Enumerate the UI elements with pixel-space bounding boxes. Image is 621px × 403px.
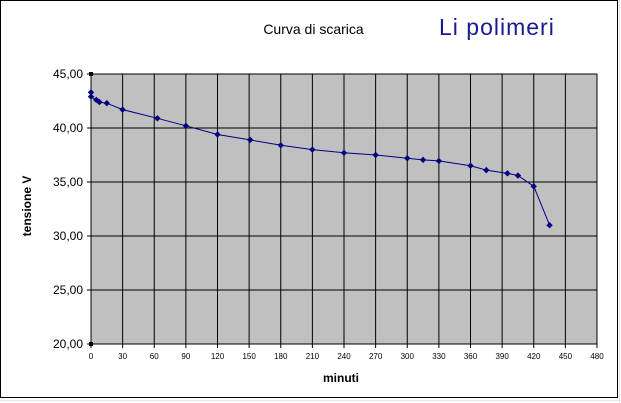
data-point xyxy=(435,157,443,165)
data-point xyxy=(309,146,316,153)
x-tick-label: 90 xyxy=(181,352,190,361)
selection-handle xyxy=(89,72,93,76)
x-tick-label: 240 xyxy=(337,352,351,361)
data-point xyxy=(119,106,126,113)
data-point xyxy=(87,89,95,96)
data-point xyxy=(246,136,254,144)
x-tick-label: 420 xyxy=(527,352,541,361)
x-tick-label: 390 xyxy=(495,352,509,361)
x-tick-label: 30 xyxy=(118,352,127,361)
y-tick-label: 30,00 xyxy=(53,229,83,243)
data-point xyxy=(93,96,100,104)
x-axis-label: minuti xyxy=(323,371,359,385)
y-tick-label: 20,00 xyxy=(53,337,83,351)
data-point xyxy=(530,183,537,190)
sheet-gridline xyxy=(0,400,621,401)
data-point xyxy=(546,222,553,229)
x-tick-label: 360 xyxy=(464,352,478,361)
selection-handle xyxy=(89,342,93,346)
data-point xyxy=(514,172,522,179)
x-tick-label: 480 xyxy=(590,352,604,361)
data-point xyxy=(372,151,379,159)
data-point xyxy=(404,155,411,162)
x-tick-label: 300 xyxy=(401,352,415,361)
x-tick-label: 210 xyxy=(306,352,320,361)
data-point xyxy=(214,131,221,138)
brand-title: Li polimeri xyxy=(439,14,555,40)
sheet-gridline xyxy=(619,0,620,403)
y-tick-label: 45,00 xyxy=(53,67,83,81)
data-point xyxy=(277,142,284,149)
y-tick-label: 25,00 xyxy=(53,283,83,297)
x-tick-label: 270 xyxy=(369,352,383,361)
data-point xyxy=(504,170,511,177)
data-point xyxy=(103,99,111,107)
data-point xyxy=(87,93,95,100)
x-tick-label: 150 xyxy=(242,352,256,361)
data-point xyxy=(483,166,490,174)
x-tick-label: 180 xyxy=(274,352,288,361)
x-tick-label: 60 xyxy=(150,352,159,361)
data-point xyxy=(467,162,474,169)
data-point xyxy=(96,98,103,106)
x-tick-label: 0 xyxy=(89,352,94,361)
data-point xyxy=(182,122,190,130)
x-tick-label: 120 xyxy=(211,352,225,361)
y-tick-label: 35,00 xyxy=(53,175,83,189)
chart-title: Curva di scarica xyxy=(263,21,364,37)
data-point xyxy=(340,149,348,157)
data-point xyxy=(419,156,427,164)
x-tick-label: 330 xyxy=(432,352,446,361)
y-tick-label: 40,00 xyxy=(53,121,83,135)
data-point xyxy=(154,115,161,122)
x-tick-label: 450 xyxy=(559,352,573,361)
y-axis-label: tensione V xyxy=(20,175,34,237)
